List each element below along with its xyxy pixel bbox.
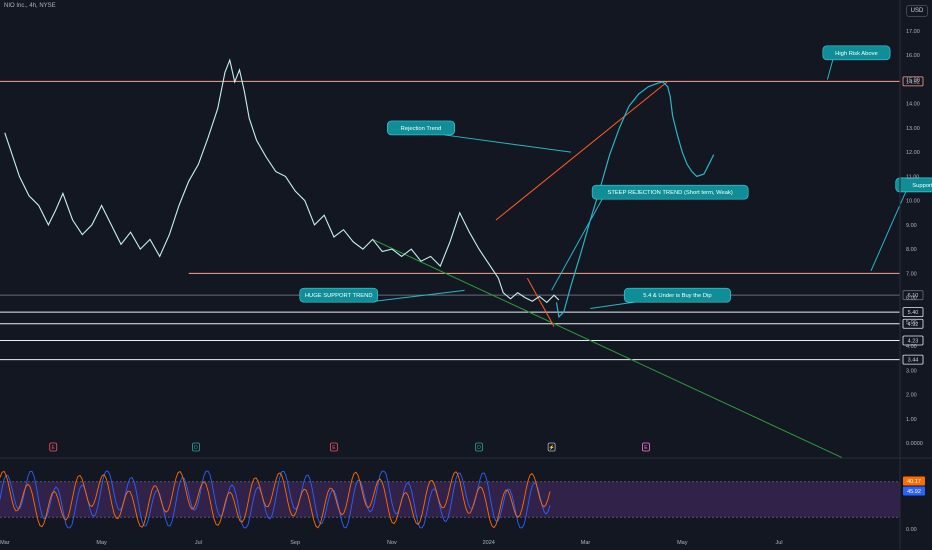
callout-box xyxy=(623,287,731,303)
y-tick-label: 2.00 xyxy=(906,393,917,399)
x-tick-label: May xyxy=(677,540,688,546)
callout-text: Rejection Trend xyxy=(401,126,442,132)
event-marker-label: D xyxy=(194,445,198,451)
callout-pointer xyxy=(551,198,603,291)
y-tick-label: 3.00 xyxy=(906,368,917,374)
projection-path xyxy=(555,81,715,318)
callout-text: STEEP REJECTION TREND (Short term, Weak) xyxy=(608,190,733,196)
callout-text: 5.4 & Under is Buy the Dip xyxy=(643,293,711,299)
callout-pointer xyxy=(870,191,907,272)
event-marker xyxy=(192,442,200,452)
currency-button[interactable]: USD xyxy=(906,5,928,17)
event-marker xyxy=(547,442,556,452)
x-tick-label: Mar xyxy=(0,540,10,546)
level-price-tag xyxy=(902,76,924,87)
level-price-label: 5.40 xyxy=(908,310,919,316)
y-tick-label: 5.00 xyxy=(906,320,917,326)
callout-box xyxy=(299,287,379,303)
y-tick-label: 10.00 xyxy=(906,199,920,205)
y-tick-label: 4.00 xyxy=(906,344,917,350)
callout-text: High Risk Above xyxy=(835,51,878,57)
price-line xyxy=(4,58,560,304)
y-tick-label: 16.00 xyxy=(906,53,920,59)
y-tick-label: 8.00 xyxy=(906,247,917,253)
x-tick-label: Sep xyxy=(290,540,300,546)
callout-text: Support/Rejection Trend xyxy=(912,183,932,189)
oscillator-tick: 0.00 xyxy=(906,527,917,533)
trend-line-rejection xyxy=(495,81,669,221)
level-price-label: 4.92 xyxy=(908,322,919,328)
callout-box xyxy=(895,177,932,193)
oscillator-k-line xyxy=(0,470,551,529)
callout-pointer xyxy=(826,59,834,80)
event-marker xyxy=(49,442,58,452)
level-price-label: 4.23 xyxy=(908,338,919,344)
oscillator-k-tag xyxy=(903,476,925,486)
y-tick-label: 7.00 xyxy=(906,271,917,277)
event-marker-label: ⚡ xyxy=(548,444,554,451)
callout-pointer xyxy=(444,134,572,153)
oscillator-d-line xyxy=(0,470,551,529)
level-price-tag xyxy=(902,335,924,346)
level-price-tag xyxy=(902,318,924,329)
level-price-label: 6.10 xyxy=(908,293,919,299)
y-tick-label: 13.00 xyxy=(906,126,920,132)
level-price-label: 3.44 xyxy=(908,358,919,364)
y-tick-label: 12.00 xyxy=(906,150,920,156)
trend-lines xyxy=(372,81,843,458)
callout-box xyxy=(386,120,455,136)
callout-pointer xyxy=(590,301,635,309)
x-tick-label: Jul xyxy=(195,540,202,546)
x-tick-label: Mar xyxy=(581,540,591,546)
x-tick-label: Jul xyxy=(776,540,783,546)
level-price-tag xyxy=(902,354,924,365)
event-marker xyxy=(329,442,338,452)
y-tick-label: 15.00 xyxy=(906,77,920,83)
x-tick-label: Nov xyxy=(387,540,397,546)
chart-title: NIO Inc., 4h, NYSE xyxy=(4,3,56,9)
y-tick-label: 1.00 xyxy=(906,417,917,423)
projection-path xyxy=(555,81,715,318)
annotations: High Risk Above Rejection Trend STEEP REJE… xyxy=(299,45,932,309)
callout-pointer xyxy=(367,289,465,303)
y-tick-label: 17.00 xyxy=(906,29,920,35)
event-marker-label: E xyxy=(644,445,648,451)
trend-line-steep-rejection xyxy=(526,277,555,327)
event-markers: E D E D ⚡ E xyxy=(49,442,650,452)
callout-text: HUGE SUPPORT TREND xyxy=(305,293,373,299)
y-tick-label: 6.00 xyxy=(906,296,917,302)
event-marker xyxy=(642,442,650,452)
level-price-label: 14.92 xyxy=(906,79,920,85)
oscillator-d-tag xyxy=(903,486,925,496)
event-marker-label: E xyxy=(52,445,56,451)
y-tick-label: 14.00 xyxy=(906,102,920,108)
callout-box xyxy=(591,184,749,200)
horizontal-levels: 14.92 6.10 5.40 4.92 4.23 3.44 xyxy=(0,76,924,365)
oscillator-k-label: 40.17 xyxy=(907,479,921,485)
event-marker xyxy=(475,442,483,452)
trend-line-huge-support xyxy=(372,238,843,458)
price-series xyxy=(4,58,560,304)
x-tick-label: 2024 xyxy=(483,540,495,546)
x-tick-label: May xyxy=(96,540,107,546)
y-tick-label: 9.00 xyxy=(906,223,917,229)
event-marker-label: D xyxy=(477,445,481,451)
level-price-tag xyxy=(902,307,924,318)
y-tick-label: 11.00 xyxy=(906,174,919,180)
callout-box xyxy=(822,45,891,61)
y-tick-label: 0.0000 xyxy=(906,441,923,447)
oscillator-d-label: 45.92 xyxy=(907,489,921,495)
event-marker-label: E xyxy=(332,445,336,451)
level-price-tag xyxy=(902,290,924,301)
